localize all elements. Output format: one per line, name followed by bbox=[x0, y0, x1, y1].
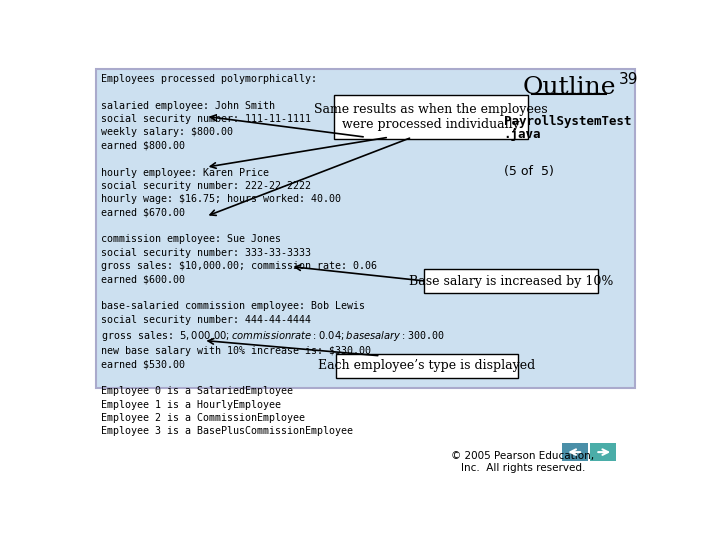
Text: Base salary is increased by 10%: Base salary is increased by 10% bbox=[409, 275, 613, 288]
Text: 39: 39 bbox=[619, 72, 639, 87]
Text: .java: .java bbox=[504, 128, 541, 141]
FancyBboxPatch shape bbox=[425, 269, 598, 294]
Text: Employees processed polymorphically:

salaried employee: John Smith
social secur: Employees processed polymorphically: sal… bbox=[101, 74, 445, 436]
Text: PayrollSystemTest: PayrollSystemTest bbox=[504, 115, 631, 128]
Text: Outline: Outline bbox=[523, 76, 616, 99]
FancyBboxPatch shape bbox=[562, 443, 588, 461]
FancyBboxPatch shape bbox=[96, 69, 634, 388]
FancyBboxPatch shape bbox=[334, 95, 528, 139]
FancyBboxPatch shape bbox=[336, 354, 518, 378]
FancyBboxPatch shape bbox=[590, 443, 616, 461]
Text: Each employee’s type is displayed: Each employee’s type is displayed bbox=[318, 360, 536, 373]
Text: © 2005 Pearson Education,
Inc.  All rights reserved.: © 2005 Pearson Education, Inc. All right… bbox=[451, 451, 595, 473]
Text: Same results as when the employees
were processed individually: Same results as when the employees were … bbox=[314, 103, 548, 131]
Text: (5 of  5): (5 of 5) bbox=[504, 165, 554, 178]
